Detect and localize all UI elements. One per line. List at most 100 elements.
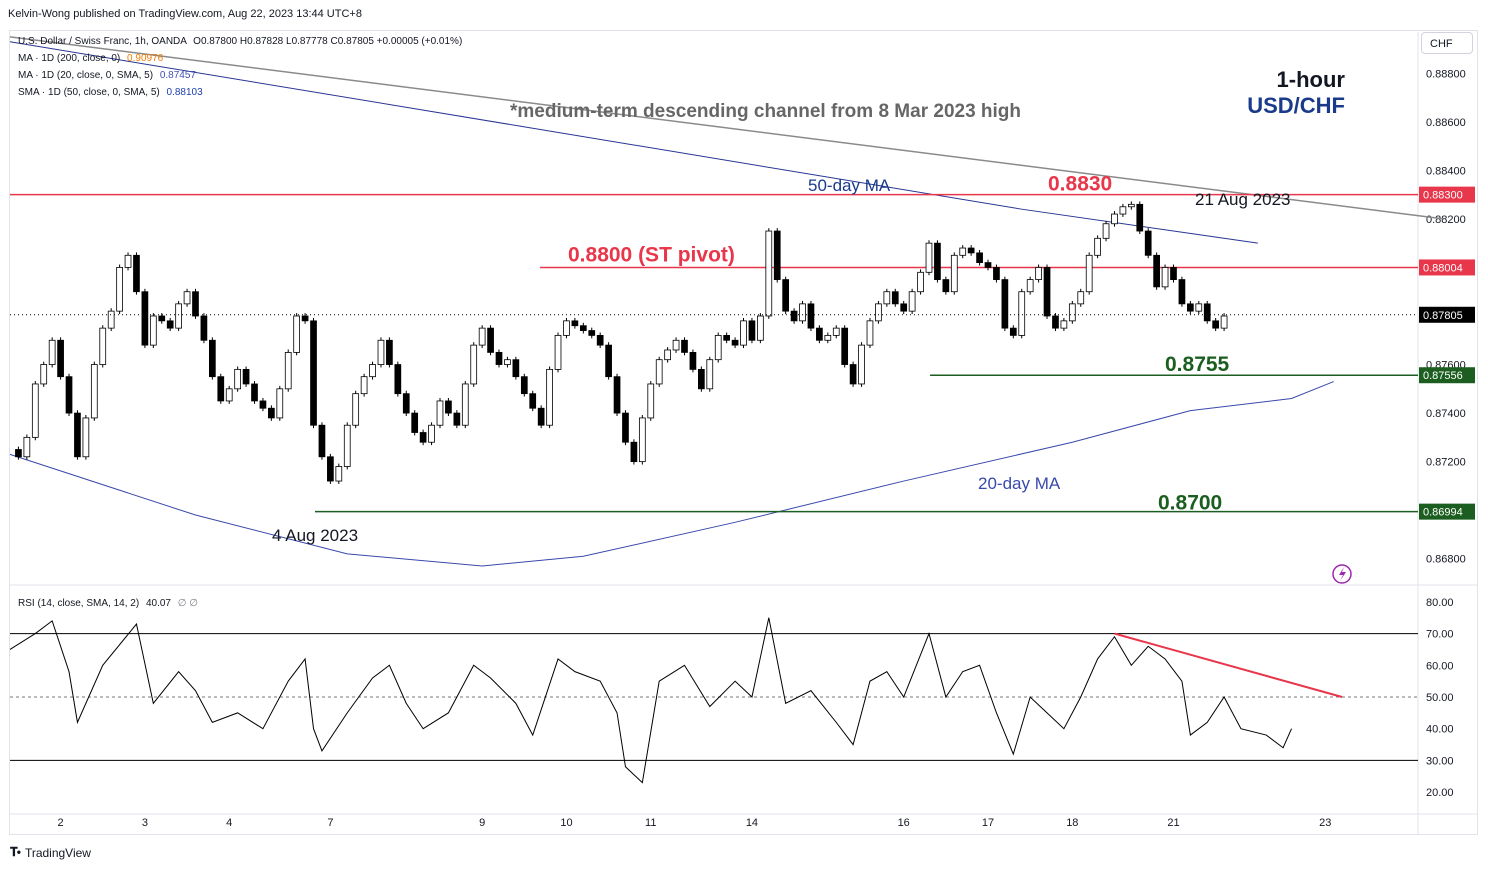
candle <box>57 339 64 378</box>
ma200-legend[interactable]: MA · 1D (200, close, 0) 0.90976 <box>18 53 163 64</box>
ma20-legend[interactable]: MA · 1D (20, close, 0, SMA, 5) 0.87457 <box>18 70 196 81</box>
candle <box>293 315 301 353</box>
candle <box>48 339 56 365</box>
level-price-tag-label: 0.87556 <box>1423 370 1463 382</box>
price-tick-label: 0.88600 <box>1426 117 1466 129</box>
rsi-legend[interactable]: RSI (14, close, SMA, 14, 2) 40.07 ∅ ∅ <box>18 598 198 609</box>
time-tick-label: 14 <box>746 817 758 829</box>
price-tick-label: 0.87400 <box>1426 408 1466 420</box>
candle <box>706 359 714 390</box>
candle <box>74 412 81 458</box>
level-price-tag-label: 0.88300 <box>1423 190 1463 202</box>
candle <box>133 254 140 293</box>
candle <box>251 383 258 402</box>
candle <box>1077 291 1085 305</box>
candle <box>149 315 157 346</box>
rsi-value: 40.07 <box>145 598 171 609</box>
candle <box>65 376 73 414</box>
ma20-value: 0.87457 <box>159 70 196 81</box>
tradingview-logo[interactable]: 𝐓• TradingView <box>10 845 91 860</box>
ma50-annotation: 50-day MA <box>808 176 891 195</box>
candle <box>554 335 562 370</box>
current-price-tag <box>1419 306 1475 323</box>
candle <box>124 254 132 268</box>
candle <box>1170 267 1177 280</box>
candle <box>470 344 478 385</box>
candle <box>1060 320 1068 329</box>
chart-frame <box>9 30 1478 835</box>
candle <box>284 352 292 390</box>
ma20-line <box>9 381 1334 567</box>
candle <box>352 393 360 426</box>
candle <box>1161 267 1169 288</box>
rsi-trendline <box>1114 632 1343 698</box>
descending-channel-line <box>9 36 1444 220</box>
time-tick-label: 2 <box>58 817 64 829</box>
price-tick-label: 0.88200 <box>1426 214 1466 226</box>
candle <box>596 335 604 346</box>
level-price-tag <box>1419 186 1475 203</box>
candle <box>40 364 48 385</box>
candle <box>1136 203 1144 232</box>
candle <box>343 424 351 467</box>
candle <box>925 242 933 273</box>
candle <box>1018 291 1026 336</box>
candle <box>478 327 486 346</box>
candle <box>242 368 250 385</box>
candle <box>866 320 874 346</box>
candle <box>1178 279 1186 305</box>
candle <box>689 352 697 370</box>
candle <box>1220 315 1228 329</box>
candle <box>681 339 688 353</box>
candle <box>1127 203 1135 208</box>
price-tick-label: 0.87200 <box>1426 457 1466 469</box>
level-label: 0.8700 <box>1158 492 1222 515</box>
candle <box>301 315 309 322</box>
level-label: 0.8830 <box>1048 173 1112 196</box>
candle <box>714 335 722 361</box>
level-label: 0.8755 <box>1165 353 1230 376</box>
candle <box>942 279 950 293</box>
candle <box>1068 303 1076 322</box>
level-label: 0.8800 (ST pivot) <box>568 243 735 266</box>
aug4-annotation: 4 Aug 2023 <box>272 526 358 545</box>
level-price-tag <box>1419 367 1475 384</box>
candle <box>529 393 537 409</box>
candle <box>993 267 1000 280</box>
candle <box>917 271 924 293</box>
candle <box>698 368 705 390</box>
candle <box>984 262 992 268</box>
candle <box>183 291 191 305</box>
candle <box>950 254 958 293</box>
candle <box>200 315 208 341</box>
rsi-label: RSI (14, close, SMA, 14, 2) <box>18 598 140 609</box>
price-tick-label: 0.86800 <box>1426 554 1466 566</box>
sma50-legend[interactable]: SMA · 1D (50, close, 0, SMA, 5) 0.88103 <box>18 87 203 98</box>
candle <box>748 320 756 341</box>
candle <box>495 352 503 365</box>
candle <box>520 376 528 395</box>
candle <box>504 359 511 365</box>
candle <box>402 393 410 414</box>
lightning-icon-bolt <box>1339 567 1346 581</box>
candle <box>841 327 849 365</box>
candle <box>934 242 941 280</box>
chart-subtitle: USD/CHF <box>1247 93 1345 118</box>
candle <box>740 320 747 346</box>
candle <box>386 339 393 365</box>
rsi-extra: ∅ ∅ <box>177 598 198 609</box>
candle <box>31 383 39 438</box>
rsi-tick-label: 60.00 <box>1426 660 1454 672</box>
ma50-line <box>9 41 1258 244</box>
candle <box>175 303 182 329</box>
time-tick-label: 18 <box>1066 817 1078 829</box>
symbol-legend[interactable]: U.S. Dollar / Swiss Franc, 1h, OANDA O0.… <box>18 36 462 47</box>
currency-button[interactable]: CHF <box>1421 32 1473 54</box>
candle <box>1035 267 1042 280</box>
candle <box>166 320 174 329</box>
candle <box>1094 237 1101 256</box>
candle <box>630 441 638 463</box>
time-tick-label: 3 <box>142 817 148 829</box>
tradingview-brand: TradingView <box>24 845 91 860</box>
